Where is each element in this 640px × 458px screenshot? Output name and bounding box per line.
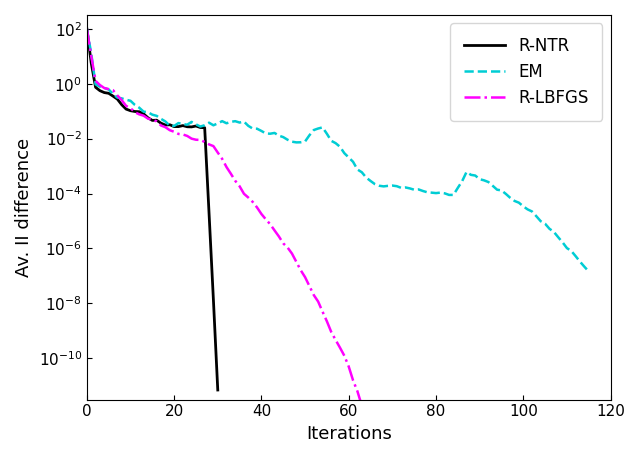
R-NTR bbox=[192, 123, 200, 129]
R-LBFGS bbox=[205, 142, 213, 147]
R-LBFGS bbox=[345, 364, 353, 369]
R-NTR bbox=[209, 297, 217, 303]
R-NTR bbox=[100, 90, 108, 95]
EM bbox=[83, 26, 91, 32]
R-NTR bbox=[83, 26, 91, 32]
R-LBFGS bbox=[105, 87, 113, 92]
EM bbox=[388, 183, 396, 188]
EM bbox=[546, 226, 554, 231]
Legend: R-NTR, EM, R-LBFGS: R-NTR, EM, R-LBFGS bbox=[450, 23, 602, 120]
EM bbox=[253, 126, 261, 131]
R-NTR bbox=[196, 125, 204, 130]
R-NTR bbox=[136, 109, 143, 114]
R-NTR bbox=[96, 88, 104, 93]
R-LBFGS bbox=[170, 129, 178, 135]
R-NTR bbox=[122, 106, 130, 112]
EM bbox=[585, 269, 593, 274]
Line: R-LBFGS: R-LBFGS bbox=[87, 29, 371, 413]
R-NTR bbox=[127, 108, 134, 114]
R-NTR bbox=[179, 123, 187, 128]
R-NTR bbox=[205, 210, 213, 216]
EM bbox=[419, 188, 427, 194]
R-LBFGS bbox=[362, 410, 370, 416]
R-NTR bbox=[170, 124, 178, 129]
R-NTR bbox=[118, 102, 125, 108]
R-NTR bbox=[144, 115, 152, 120]
R-NTR bbox=[184, 124, 191, 130]
R-LBFGS bbox=[83, 26, 91, 32]
R-NTR bbox=[105, 91, 113, 96]
R-NTR bbox=[109, 93, 117, 99]
X-axis label: Iterations: Iterations bbox=[306, 425, 392, 443]
R-NTR bbox=[175, 124, 182, 129]
R-LBFGS bbox=[153, 119, 161, 124]
Line: R-NTR: R-NTR bbox=[87, 29, 218, 390]
R-NTR bbox=[214, 387, 221, 393]
R-NTR bbox=[188, 124, 195, 130]
R-NTR bbox=[92, 85, 99, 90]
R-LBFGS bbox=[367, 410, 374, 416]
R-NTR bbox=[148, 118, 156, 123]
R-NTR bbox=[140, 111, 147, 117]
EM bbox=[489, 183, 497, 189]
R-NTR bbox=[161, 122, 169, 128]
R-LBFGS bbox=[305, 284, 313, 289]
R-NTR bbox=[113, 96, 121, 102]
R-NTR bbox=[166, 122, 173, 127]
EM bbox=[502, 191, 509, 196]
Line: EM: EM bbox=[87, 29, 589, 272]
R-NTR bbox=[153, 117, 161, 123]
R-NTR bbox=[157, 120, 165, 126]
R-NTR bbox=[131, 109, 139, 114]
R-NTR bbox=[201, 125, 209, 131]
Y-axis label: Av. II difference: Av. II difference bbox=[15, 138, 33, 277]
R-NTR bbox=[88, 60, 95, 65]
